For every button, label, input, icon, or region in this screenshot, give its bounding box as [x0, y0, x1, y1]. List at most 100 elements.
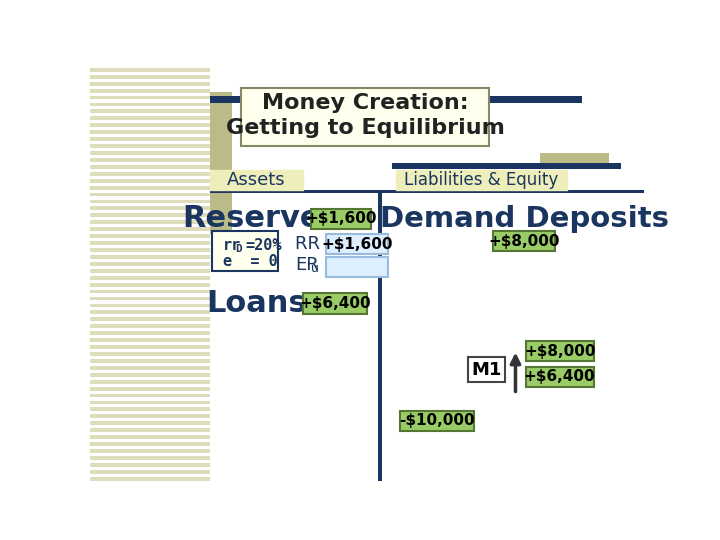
FancyBboxPatch shape — [90, 470, 210, 474]
FancyBboxPatch shape — [90, 151, 210, 155]
FancyBboxPatch shape — [90, 296, 210, 300]
FancyBboxPatch shape — [210, 170, 303, 190]
FancyBboxPatch shape — [90, 394, 210, 397]
FancyBboxPatch shape — [90, 262, 210, 266]
FancyBboxPatch shape — [90, 401, 210, 404]
Text: Money Creation:: Money Creation: — [262, 93, 469, 113]
Text: +$6,400: +$6,400 — [524, 369, 595, 384]
FancyBboxPatch shape — [90, 318, 210, 321]
Text: M1: M1 — [472, 361, 502, 379]
FancyBboxPatch shape — [90, 144, 210, 148]
FancyBboxPatch shape — [210, 190, 644, 193]
FancyBboxPatch shape — [90, 289, 210, 294]
FancyBboxPatch shape — [90, 110, 210, 113]
FancyBboxPatch shape — [241, 88, 489, 146]
Text: Demand Deposits: Demand Deposits — [379, 205, 668, 233]
FancyBboxPatch shape — [90, 75, 210, 79]
FancyBboxPatch shape — [90, 463, 210, 467]
FancyBboxPatch shape — [90, 366, 210, 370]
FancyBboxPatch shape — [396, 170, 567, 190]
FancyBboxPatch shape — [539, 153, 609, 166]
FancyBboxPatch shape — [90, 310, 210, 314]
Text: +$1,600: +$1,600 — [322, 237, 393, 252]
FancyBboxPatch shape — [90, 200, 210, 204]
FancyBboxPatch shape — [210, 96, 582, 103]
FancyBboxPatch shape — [210, 92, 232, 234]
FancyBboxPatch shape — [90, 206, 210, 211]
FancyBboxPatch shape — [90, 338, 210, 342]
FancyBboxPatch shape — [90, 442, 210, 446]
FancyBboxPatch shape — [392, 163, 621, 168]
FancyBboxPatch shape — [90, 248, 210, 252]
FancyBboxPatch shape — [90, 414, 210, 418]
FancyBboxPatch shape — [326, 256, 388, 276]
FancyBboxPatch shape — [90, 234, 210, 238]
FancyBboxPatch shape — [90, 276, 210, 280]
FancyBboxPatch shape — [90, 387, 210, 390]
FancyBboxPatch shape — [400, 410, 474, 430]
FancyBboxPatch shape — [90, 345, 210, 349]
Text: D: D — [235, 244, 243, 254]
FancyBboxPatch shape — [90, 123, 210, 127]
FancyBboxPatch shape — [90, 117, 210, 120]
Text: Reserves: Reserves — [182, 204, 339, 233]
FancyBboxPatch shape — [90, 213, 210, 217]
FancyBboxPatch shape — [90, 82, 210, 85]
FancyBboxPatch shape — [303, 294, 366, 314]
FancyBboxPatch shape — [90, 421, 210, 425]
FancyBboxPatch shape — [493, 231, 555, 251]
FancyBboxPatch shape — [90, 303, 210, 307]
FancyBboxPatch shape — [90, 193, 210, 197]
FancyBboxPatch shape — [90, 477, 210, 481]
FancyBboxPatch shape — [90, 158, 210, 162]
FancyBboxPatch shape — [90, 456, 210, 460]
Text: -$10,000: -$10,000 — [399, 413, 474, 428]
Text: u: u — [311, 261, 319, 274]
FancyBboxPatch shape — [90, 241, 210, 245]
FancyBboxPatch shape — [326, 234, 388, 254]
FancyBboxPatch shape — [378, 192, 382, 481]
Text: RR =: RR = — [295, 235, 341, 253]
FancyBboxPatch shape — [90, 359, 210, 363]
FancyBboxPatch shape — [90, 435, 210, 439]
FancyBboxPatch shape — [90, 103, 210, 106]
FancyBboxPatch shape — [90, 325, 210, 328]
FancyBboxPatch shape — [90, 428, 210, 432]
FancyBboxPatch shape — [526, 367, 594, 387]
FancyBboxPatch shape — [90, 408, 210, 411]
FancyBboxPatch shape — [90, 449, 210, 453]
Text: Getting to Equilibrium: Getting to Equilibrium — [225, 118, 505, 138]
Text: =: = — [318, 256, 338, 274]
FancyBboxPatch shape — [90, 165, 210, 168]
Text: +$6,400: +$6,400 — [299, 296, 371, 311]
FancyBboxPatch shape — [90, 89, 210, 92]
FancyBboxPatch shape — [90, 255, 210, 259]
FancyBboxPatch shape — [90, 137, 210, 141]
Text: Assets: Assets — [228, 171, 286, 188]
FancyBboxPatch shape — [90, 96, 210, 99]
FancyBboxPatch shape — [90, 227, 210, 231]
FancyBboxPatch shape — [90, 186, 210, 190]
FancyBboxPatch shape — [90, 283, 210, 287]
Text: ER: ER — [295, 256, 319, 274]
Text: e  = 0: e = 0 — [223, 254, 278, 268]
FancyBboxPatch shape — [90, 331, 210, 335]
FancyBboxPatch shape — [90, 380, 210, 383]
Text: +$1,600: +$1,600 — [305, 211, 377, 226]
FancyBboxPatch shape — [90, 172, 210, 176]
FancyBboxPatch shape — [90, 220, 210, 224]
Text: =20%: =20% — [245, 238, 282, 253]
FancyBboxPatch shape — [311, 209, 372, 229]
FancyBboxPatch shape — [90, 352, 210, 356]
Text: +$8,000: +$8,000 — [488, 234, 559, 248]
Text: +$8,000: +$8,000 — [524, 344, 595, 359]
FancyBboxPatch shape — [90, 373, 210, 377]
FancyBboxPatch shape — [90, 179, 210, 183]
FancyBboxPatch shape — [526, 341, 594, 361]
Text: Liabilities & Equity: Liabilities & Equity — [404, 171, 559, 188]
FancyBboxPatch shape — [468, 357, 505, 382]
FancyBboxPatch shape — [90, 269, 210, 273]
FancyBboxPatch shape — [90, 68, 210, 72]
Text: rr: rr — [223, 238, 241, 253]
FancyBboxPatch shape — [90, 130, 210, 134]
